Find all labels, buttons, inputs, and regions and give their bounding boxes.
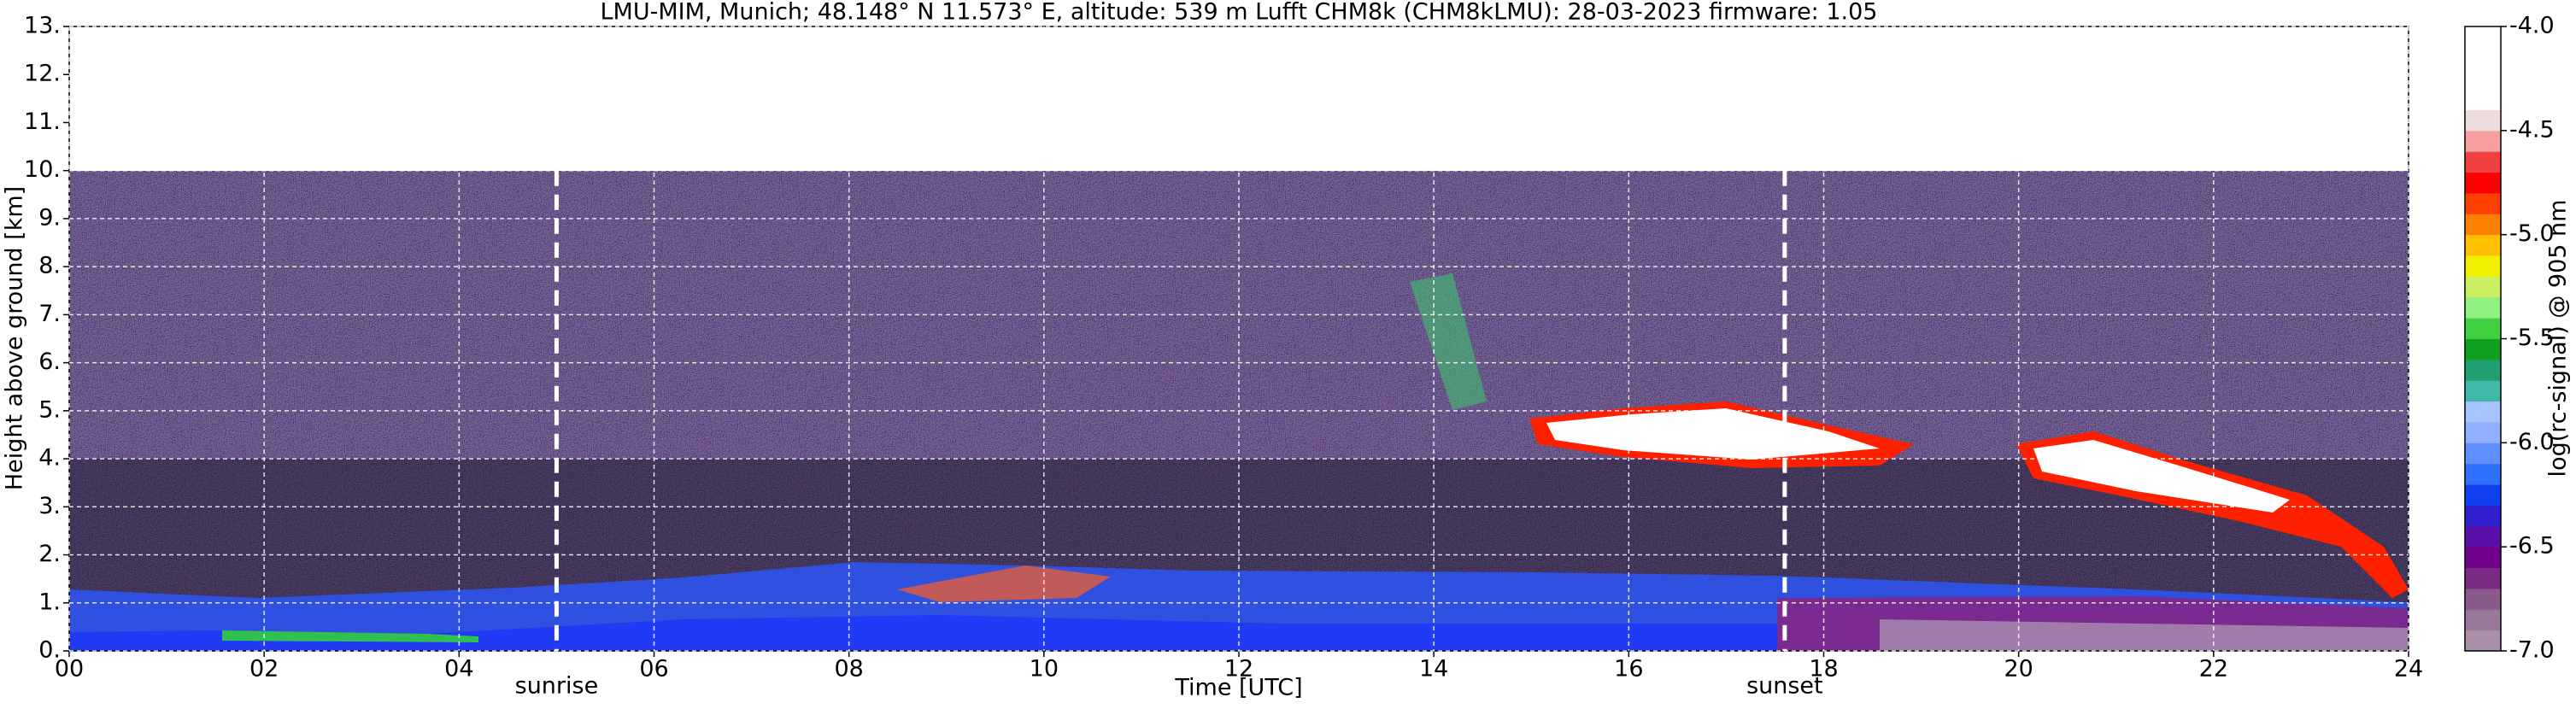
colorbar-swatch xyxy=(2465,380,2501,402)
colorbar-tick-label: -7.0 xyxy=(2509,637,2555,664)
x-tick-label: 04 xyxy=(444,656,473,683)
colorbar-swatch xyxy=(2465,588,2501,610)
colorbar-swatch xyxy=(2465,67,2501,90)
colorbar-label: log(rc-signal) @ 905 nm xyxy=(2545,200,2572,478)
x-tick-label: 06 xyxy=(639,656,668,683)
y-tick-label: 12. xyxy=(24,61,61,87)
colorbar-swatch xyxy=(2465,567,2501,589)
y-tick-label: 2. xyxy=(38,541,61,567)
colorbar-swatch xyxy=(2465,89,2501,110)
y-tick-label: 10. xyxy=(24,156,61,183)
y-tick-label: 9. xyxy=(38,204,61,231)
colorbar-swatch xyxy=(2465,525,2501,548)
y-tick-label: 0. xyxy=(38,637,61,664)
colorbar-swatch xyxy=(2465,609,2501,631)
colorbar-tick-label: -6.0 xyxy=(2509,429,2555,455)
colorbar-swatch xyxy=(2465,296,2501,319)
x-tick-label: 08 xyxy=(834,656,863,683)
colorbar-swatch xyxy=(2465,130,2501,152)
x-tick-label: 00 xyxy=(55,656,84,683)
chart-title: LMU-MIM, Munich; 48.148° N 11.573° E, al… xyxy=(601,0,1878,26)
x-tick-label: 18 xyxy=(1809,656,1838,683)
annotation-label: sunrise xyxy=(515,673,599,700)
y-tick-label: 8. xyxy=(38,253,61,279)
colorbar-swatch xyxy=(2465,172,2501,194)
colorbar-swatch xyxy=(2465,421,2501,443)
colorbar-tick-label: -6.5 xyxy=(2509,533,2555,560)
colorbar-swatch xyxy=(2465,442,2501,465)
colorbar-swatch xyxy=(2465,276,2501,298)
y-axis-label: Height above ground [km] xyxy=(2,186,28,490)
colorbar-tick-label: -5.0 xyxy=(2509,220,2555,247)
colorbar-swatch xyxy=(2465,255,2501,277)
y-tick-label: 7. xyxy=(38,301,61,327)
colorbar-tick-label: -4.0 xyxy=(2509,13,2555,39)
x-axis-label: Time [UTC] xyxy=(1174,675,1302,701)
x-tick-label: 24 xyxy=(2394,656,2423,683)
colorbar-swatch xyxy=(2465,318,2501,339)
colorbar-swatch xyxy=(2465,463,2501,485)
y-tick-label: 1. xyxy=(38,589,61,615)
annotation-label: sunset xyxy=(1746,673,1823,700)
y-tick-label: 5. xyxy=(38,396,61,423)
colorbar-swatch xyxy=(2465,484,2501,506)
x-tick-label: 12 xyxy=(1224,656,1253,683)
colorbar-swatch xyxy=(2465,234,2501,256)
colorbar-swatch xyxy=(2465,109,2501,132)
colorbar-swatch xyxy=(2465,630,2501,652)
colorbar-swatch xyxy=(2465,151,2501,173)
colorbar-swatch xyxy=(2465,401,2501,423)
y-tick-label: 3. xyxy=(38,493,61,519)
colorbar-swatch xyxy=(2465,338,2501,360)
colorbar-swatch xyxy=(2465,505,2501,527)
x-tick-label: 20 xyxy=(2004,656,2033,683)
y-tick-label: 13. xyxy=(24,13,61,39)
colorbar-swatch xyxy=(2465,214,2501,236)
colorbar-swatch xyxy=(2465,547,2501,569)
y-tick-label: 4. xyxy=(38,445,61,472)
x-tick-label: 10 xyxy=(1030,656,1059,683)
x-tick-label: 16 xyxy=(1614,656,1643,683)
x-tick-label: 02 xyxy=(249,656,279,683)
colorbar-swatch xyxy=(2465,359,2501,381)
colorbar-tick-label: -5.5 xyxy=(2509,325,2555,351)
colorbar-swatch xyxy=(2465,192,2501,214)
y-tick-label: 6. xyxy=(38,349,61,375)
colorbar-swatch xyxy=(2465,26,2501,48)
x-tick-label: 14 xyxy=(1419,656,1448,683)
x-tick-label: 22 xyxy=(2199,656,2228,683)
y-tick-label: 11. xyxy=(24,108,61,135)
colorbar-swatch xyxy=(2465,47,2501,69)
colorbar-tick-label: -4.5 xyxy=(2509,116,2555,143)
